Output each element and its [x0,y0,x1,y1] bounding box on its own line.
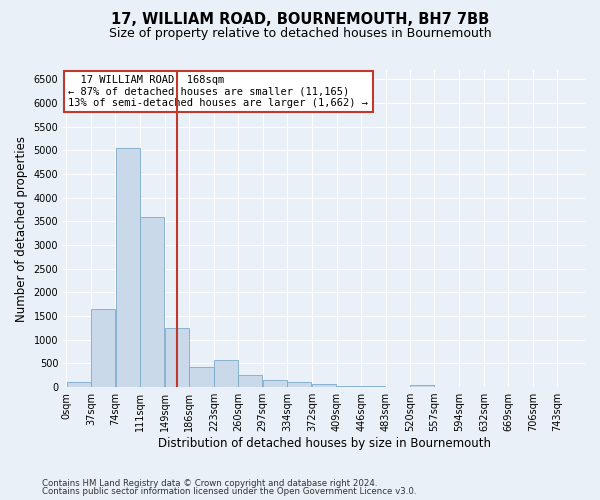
Bar [410,384,434,387]
Bar [287,382,311,387]
Bar [67,382,91,387]
Text: 17 WILLIAM ROAD: 168sqm
← 87% of detached houses are smaller (11,165)
13% of sem: 17 WILLIAM ROAD: 168sqm ← 87% of detache… [68,75,368,108]
Bar [190,367,214,387]
Bar [337,386,361,387]
Bar [214,360,238,387]
Text: Contains HM Land Registry data © Crown copyright and database right 2024.: Contains HM Land Registry data © Crown c… [42,478,377,488]
Bar [165,328,189,387]
Bar [140,216,164,387]
Bar [263,380,287,387]
Bar [116,148,140,387]
Text: Size of property relative to detached houses in Bournemouth: Size of property relative to detached ho… [109,28,491,40]
Bar [238,375,262,387]
Bar [313,384,337,387]
Text: 17, WILLIAM ROAD, BOURNEMOUTH, BH7 7BB: 17, WILLIAM ROAD, BOURNEMOUTH, BH7 7BB [111,12,489,28]
Bar [91,309,115,387]
X-axis label: Distribution of detached houses by size in Bournemouth: Distribution of detached houses by size … [158,437,491,450]
Y-axis label: Number of detached properties: Number of detached properties [15,136,28,322]
Bar [361,386,385,387]
Text: Contains public sector information licensed under the Open Government Licence v3: Contains public sector information licen… [42,487,416,496]
